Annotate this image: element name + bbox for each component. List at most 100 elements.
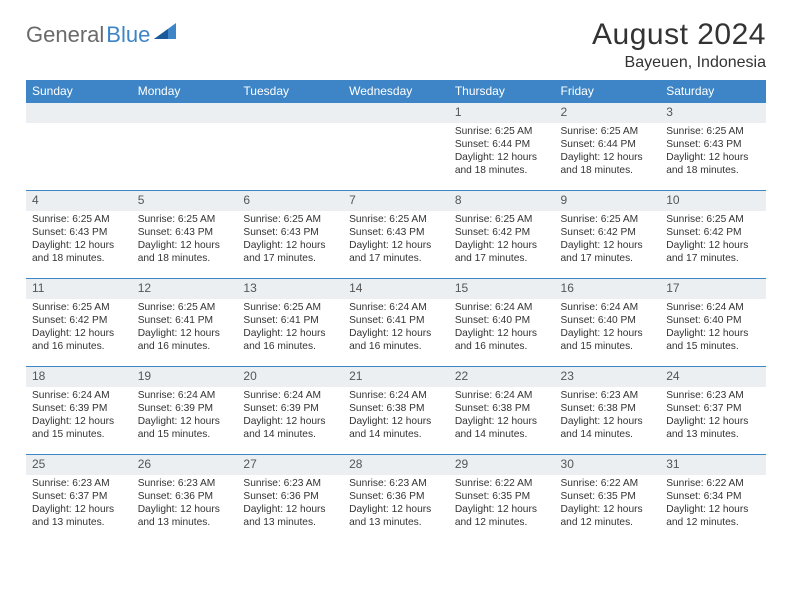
- day-number: 12: [132, 279, 238, 299]
- sunrise-line: Sunrise: 6:22 AM: [666, 477, 760, 490]
- calendar-day-cell: 23Sunrise: 6:23 AMSunset: 6:38 PMDayligh…: [555, 367, 661, 455]
- day-details: Sunrise: 6:24 AMSunset: 6:41 PMDaylight:…: [347, 301, 445, 354]
- sunset-line: Sunset: 6:35 PM: [561, 490, 655, 503]
- day-number: 9: [555, 191, 661, 211]
- calendar-day-cell: 27Sunrise: 6:23 AMSunset: 6:36 PMDayligh…: [237, 455, 343, 543]
- calendar-day-cell: 31Sunrise: 6:22 AMSunset: 6:34 PMDayligh…: [660, 455, 766, 543]
- sunset-line: Sunset: 6:41 PM: [243, 314, 337, 327]
- day-number: 10: [660, 191, 766, 211]
- calendar-day-cell: 17Sunrise: 6:24 AMSunset: 6:40 PMDayligh…: [660, 279, 766, 367]
- daylight-line: Daylight: 12 hours and 13 minutes.: [32, 503, 126, 530]
- daylight-line: Daylight: 12 hours and 17 minutes.: [455, 239, 549, 266]
- day-details: Sunrise: 6:23 AMSunset: 6:36 PMDaylight:…: [136, 477, 234, 530]
- sunset-line: Sunset: 6:44 PM: [561, 138, 655, 151]
- sunset-line: Sunset: 6:38 PM: [455, 402, 549, 415]
- day-number: 17: [660, 279, 766, 299]
- day-number: 14: [343, 279, 449, 299]
- daylight-line: Daylight: 12 hours and 18 minutes.: [455, 151, 549, 178]
- day-details: Sunrise: 6:23 AMSunset: 6:37 PMDaylight:…: [30, 477, 128, 530]
- day-details: Sunrise: 6:25 AMSunset: 6:42 PMDaylight:…: [559, 213, 657, 266]
- calendar-day-cell: 20Sunrise: 6:24 AMSunset: 6:39 PMDayligh…: [237, 367, 343, 455]
- sunrise-line: Sunrise: 6:24 AM: [243, 389, 337, 402]
- day-details: Sunrise: 6:25 AMSunset: 6:41 PMDaylight:…: [136, 301, 234, 354]
- calendar-week-row: 11 Sunrise: 6:25 AMSunset: 6:42 PM Dayligh…: [26, 279, 766, 367]
- calendar-day-cell: 30Sunrise: 6:22 AMSunset: 6:35 PMDayligh…: [555, 455, 661, 543]
- day-number: 5: [132, 191, 238, 211]
- day-number: 26: [132, 455, 238, 475]
- calendar-day-cell: 7Sunrise: 6:25 AMSunset: 6:43 PMDaylight…: [343, 191, 449, 279]
- calendar-day-cell: 3Sunrise: 6:25 AMSunset: 6:43 PMDaylight…: [660, 103, 766, 191]
- sunset-line: Sunset: 6:37 PM: [666, 402, 760, 415]
- day-details: Sunrise: 6:24 AMSunset: 6:40 PMDaylight:…: [559, 301, 657, 354]
- day-details: Sunrise: 6:25 AMSunset: 6:44 PMDaylight:…: [559, 125, 657, 178]
- calendar-day-cell: 15Sunrise: 6:24 AMSunset: 6:40 PMDayligh…: [449, 279, 555, 367]
- calendar-day-cell: 5Sunrise: 6:25 AMSunset: 6:43 PMDaylight…: [132, 191, 238, 279]
- weekday-header: Thursday: [449, 80, 555, 103]
- daylight-line: Daylight: 12 hours and 17 minutes.: [666, 239, 760, 266]
- calendar-day-cell: 18Sunrise: 6:24 AMSunset: 6:39 PMDayligh…: [26, 367, 132, 455]
- sunset-line: Sunset: 6:35 PM: [455, 490, 549, 503]
- sunset-line: Sunset: 6:42 PM: [32, 314, 126, 327]
- day-number: 28: [343, 455, 449, 475]
- day-details: Sunrise: 6:25 AMSunset: 6:44 PMDaylight:…: [453, 125, 551, 178]
- day-details: Sunrise: 6:25 AMSunset: 6:42 PMDaylight:…: [453, 213, 551, 266]
- brand-triangle-icon: [154, 23, 176, 39]
- calendar-day-cell: 4Sunrise: 6:25 AMSunset: 6:43 PMDaylight…: [26, 191, 132, 279]
- calendar-day-cell: 16Sunrise: 6:24 AMSunset: 6:40 PMDayligh…: [555, 279, 661, 367]
- sunrise-line: Sunrise: 6:25 AM: [243, 213, 337, 226]
- calendar-day-cell: 22Sunrise: 6:24 AMSunset: 6:38 PMDayligh…: [449, 367, 555, 455]
- daylight-line: Daylight: 12 hours and 12 minutes.: [561, 503, 655, 530]
- daylight-line: Daylight: 12 hours and 16 minutes.: [138, 327, 232, 354]
- day-number: 18: [26, 367, 132, 387]
- daylight-line: Daylight: 12 hours and 17 minutes.: [561, 239, 655, 266]
- calendar-day-cell: [343, 103, 449, 191]
- brand-part1: General: [26, 22, 104, 48]
- calendar-table: SundayMondayTuesdayWednesdayThursdayFrid…: [26, 80, 766, 543]
- day-details: Sunrise: 6:23 AMSunset: 6:36 PMDaylight:…: [347, 477, 445, 530]
- day-details: Sunrise: 6:23 AMSunset: 6:38 PMDaylight:…: [559, 389, 657, 442]
- weekday-header: Tuesday: [237, 80, 343, 103]
- sunset-line: Sunset: 6:43 PM: [32, 226, 126, 239]
- day-details: Sunrise: 6:23 AMSunset: 6:36 PMDaylight:…: [241, 477, 339, 530]
- daylight-line: Daylight: 12 hours and 17 minutes.: [243, 239, 337, 266]
- calendar-day-cell: 21Sunrise: 6:24 AMSunset: 6:38 PMDayligh…: [343, 367, 449, 455]
- day-details: Sunrise: 6:23 AMSunset: 6:37 PMDaylight:…: [664, 389, 762, 442]
- daylight-line: Daylight: 12 hours and 14 minutes.: [349, 415, 443, 442]
- sunset-line: Sunset: 6:44 PM: [455, 138, 549, 151]
- calendar-day-cell: 28Sunrise: 6:23 AMSunset: 6:36 PMDayligh…: [343, 455, 449, 543]
- calendar-week-row: 1Sunrise: 6:25 AMSunset: 6:44 PMDaylight…: [26, 103, 766, 191]
- sunset-line: Sunset: 6:38 PM: [561, 402, 655, 415]
- weekday-header: Wednesday: [343, 80, 449, 103]
- day-number: 24: [660, 367, 766, 387]
- weekday-header: Sunday: [26, 80, 132, 103]
- sunset-line: Sunset: 6:36 PM: [138, 490, 232, 503]
- weekday-header: Friday: [555, 80, 661, 103]
- sunrise-line: Sunrise: 6:24 AM: [455, 389, 549, 402]
- calendar-day-cell: 29Sunrise: 6:22 AMSunset: 6:35 PMDayligh…: [449, 455, 555, 543]
- sunset-line: Sunset: 6:43 PM: [138, 226, 232, 239]
- calendar-week-row: 18Sunrise: 6:24 AMSunset: 6:39 PMDayligh…: [26, 367, 766, 455]
- daylight-line: Daylight: 12 hours and 12 minutes.: [666, 503, 760, 530]
- sunrise-line: Sunrise: 6:23 AM: [32, 477, 126, 490]
- calendar-day-cell: [26, 103, 132, 191]
- sunrise-line: Sunrise: 6:25 AM: [455, 213, 549, 226]
- daylight-line: Daylight: 12 hours and 18 minutes.: [666, 151, 760, 178]
- sunrise-line: Sunrise: 6:23 AM: [349, 477, 443, 490]
- day-details: Sunrise: 6:24 AMSunset: 6:39 PMDaylight:…: [136, 389, 234, 442]
- sunset-line: Sunset: 6:39 PM: [32, 402, 126, 415]
- sunset-line: Sunset: 6:39 PM: [243, 402, 337, 415]
- calendar-day-cell: [237, 103, 343, 191]
- sunrise-line: Sunrise: 6:25 AM: [32, 301, 126, 314]
- daylight-line: Daylight: 12 hours and 15 minutes.: [32, 415, 126, 442]
- day-number: [343, 103, 449, 123]
- daylight-line: Daylight: 12 hours and 16 minutes.: [243, 327, 337, 354]
- calendar-week-row: 25Sunrise: 6:23 AMSunset: 6:37 PMDayligh…: [26, 455, 766, 543]
- day-number: 15: [449, 279, 555, 299]
- header: GeneralBlue August 2024 Bayeuen, Indones…: [26, 18, 766, 72]
- daylight-line: Daylight: 12 hours and 16 minutes.: [455, 327, 549, 354]
- calendar-day-cell: 8Sunrise: 6:25 AMSunset: 6:42 PMDaylight…: [449, 191, 555, 279]
- title-block: August 2024 Bayeuen, Indonesia: [592, 18, 766, 72]
- day-number: 11: [26, 279, 132, 299]
- sunrise-line: Sunrise: 6:23 AM: [138, 477, 232, 490]
- sunset-line: Sunset: 6:43 PM: [243, 226, 337, 239]
